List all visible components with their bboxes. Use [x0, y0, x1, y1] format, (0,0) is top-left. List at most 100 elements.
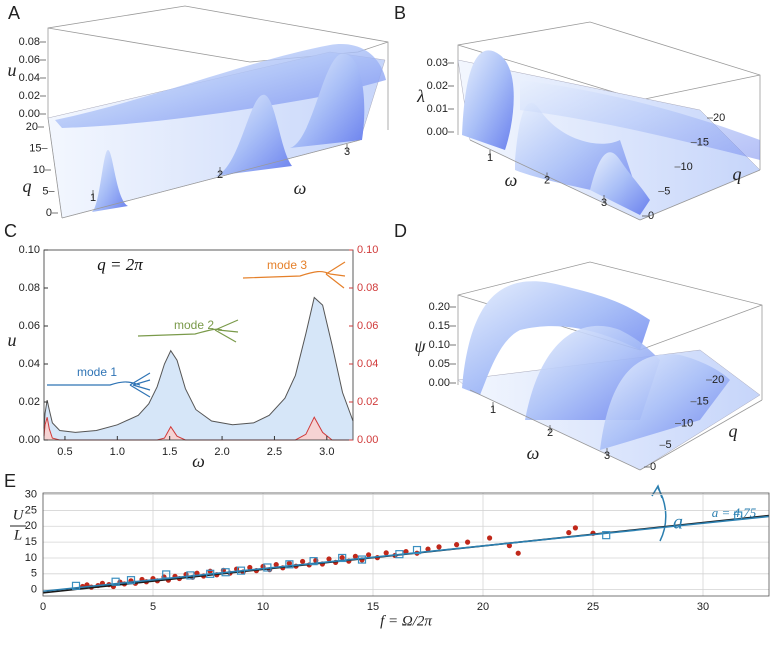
- dot: [566, 530, 572, 536]
- x-tick-label: 2.0: [214, 446, 229, 458]
- tick-label: 3: [604, 450, 610, 462]
- tick-label: 20: [713, 112, 725, 124]
- y2-tick-label: 0.00: [357, 434, 378, 446]
- axis-title: q: [729, 421, 738, 441]
- panel-label: D: [394, 221, 407, 241]
- dot: [454, 542, 460, 548]
- tick-label: 0.00: [427, 126, 448, 138]
- y-axis-denominator: L: [13, 527, 22, 543]
- tick-label: 0.20: [429, 301, 450, 313]
- dot: [286, 560, 292, 566]
- axis-title: ω: [294, 178, 307, 198]
- x-tick-label: 5: [150, 601, 156, 613]
- tick-label: 0.02: [427, 80, 448, 92]
- surface-b: [457, 21, 761, 221]
- axis-title: q: [23, 176, 32, 196]
- surface-a: [47, 5, 389, 219]
- square-point: [206, 569, 215, 578]
- dot: [352, 553, 358, 559]
- tick-label: 0.00: [19, 108, 40, 120]
- dot: [383, 550, 389, 556]
- x-tick-label: 30: [697, 601, 709, 613]
- tick-label: 0.04: [19, 72, 40, 84]
- area: [44, 417, 353, 440]
- tick-label: 2: [217, 169, 223, 181]
- y-tick-label: 0.08: [19, 282, 40, 294]
- y-tick-label: 30: [25, 488, 37, 500]
- tick-label: 20: [712, 374, 724, 386]
- dot: [515, 550, 521, 556]
- square-point: [71, 581, 81, 590]
- tick-label: 1: [487, 152, 493, 164]
- dot: [487, 535, 493, 541]
- tick-label: 5: [664, 185, 670, 197]
- area: [44, 297, 353, 440]
- axis-title: λ: [416, 86, 425, 106]
- dot: [465, 539, 471, 545]
- axis-title: ψ: [414, 336, 426, 356]
- y-tick-label: 0.04: [19, 358, 40, 370]
- axis-title: ω: [527, 443, 540, 463]
- y-tick-label: 0: [31, 584, 37, 596]
- tick-label: 0.02: [19, 90, 40, 102]
- tick-label: 0.15: [429, 320, 450, 332]
- tick-label: 0.00: [429, 377, 450, 389]
- tick-label: 10: [33, 164, 45, 176]
- y2-tick-label: 0.10: [357, 244, 378, 256]
- dot: [436, 544, 442, 550]
- x-axis-title: ω: [192, 451, 205, 471]
- plot-frame: [42, 492, 770, 597]
- x-tick-label: 0.5: [57, 446, 72, 458]
- tick-label: 15: [29, 142, 41, 154]
- x-tick-label: 20: [477, 601, 489, 613]
- tick-label: 0: [650, 461, 656, 473]
- dot: [326, 556, 332, 562]
- tick-label: 15: [697, 136, 709, 148]
- annotation: mode 2: [174, 318, 214, 332]
- tick-label: 10: [681, 161, 693, 173]
- x-tick-label: 1.5: [162, 446, 177, 458]
- line: [43, 296, 354, 433]
- mode-shapes: [47, 261, 346, 398]
- dot: [339, 555, 345, 561]
- tick-label: 1: [90, 192, 96, 204]
- y-tick-label: 20: [25, 520, 37, 532]
- x-tick-label: 0: [40, 601, 46, 613]
- axis-title: u: [8, 60, 17, 80]
- axis-title: q: [733, 164, 742, 184]
- fit-line: [43, 515, 769, 593]
- panel-label: C: [4, 221, 17, 241]
- dot: [247, 564, 253, 571]
- panel-label: A: [8, 3, 20, 23]
- panel-label: E: [4, 471, 16, 491]
- tick-label: 0.01: [427, 103, 448, 115]
- square-point: [285, 560, 294, 569]
- square-point: [126, 576, 136, 585]
- dot: [572, 525, 579, 531]
- dot: [425, 546, 431, 552]
- y-axis-title: u: [8, 330, 17, 350]
- line: [43, 416, 353, 441]
- square-point: [236, 566, 246, 575]
- y-axis-numerator: U: [13, 507, 25, 523]
- square-point: [309, 557, 318, 566]
- tick-label: 1: [490, 404, 496, 416]
- y2-tick-label: 0.06: [357, 320, 378, 332]
- panel-label: B: [394, 3, 406, 23]
- x-tick-label: 3.0: [319, 446, 334, 458]
- y2-tick-label: 0.04: [357, 358, 378, 370]
- y-tick-label: 25: [25, 504, 37, 516]
- tick-label: 0: [648, 210, 654, 222]
- tick-label: 0.06: [19, 54, 40, 66]
- square-point: [221, 568, 230, 577]
- tick-label: 20: [26, 121, 38, 133]
- tick-label: 2: [544, 174, 550, 186]
- tick-label: 5: [42, 185, 48, 197]
- y-tick-label: 0.00: [19, 434, 40, 446]
- x-tick-label: 1.0: [110, 446, 125, 458]
- tick-label: 0.10: [429, 339, 450, 351]
- x-tick-label: 15: [367, 601, 379, 613]
- y-tick-label: 10: [25, 552, 37, 564]
- plot-frame: [43, 249, 354, 441]
- tick-label: 5: [666, 439, 672, 451]
